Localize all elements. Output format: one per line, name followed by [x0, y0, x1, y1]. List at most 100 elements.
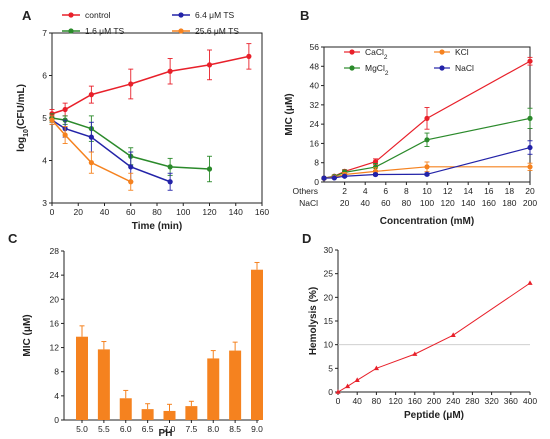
panel-a-data-point [62, 132, 68, 138]
panel-a-legend-marker [68, 28, 74, 34]
panel-d-data-point [450, 332, 456, 337]
panel-b-x-tick-label: 20 [340, 198, 350, 208]
panel-b-y-axis-title: MIC (μM) [284, 93, 295, 135]
panel-a-series-line [51, 119, 132, 183]
panel-b-y-tick-label: 32 [310, 100, 320, 110]
panel-a-legend-label: control [85, 10, 111, 20]
panel-b-x-tick-label: 60 [381, 198, 391, 208]
panel-d-x-tick-label: 320 [485, 396, 499, 406]
panel-a-data-point [246, 53, 252, 59]
panel-a-data-point [88, 92, 94, 98]
panel-d-y-tick-label: 20 [324, 292, 334, 302]
panel-b-x-tick-label: 2 [342, 186, 347, 196]
panel-b-x-row-label: NaCl [299, 198, 318, 208]
panel-a-y-tick-label: 6 [42, 71, 47, 81]
panel-a-y-tick-label: 7 [42, 28, 47, 38]
panel-b-x-tick-label: 14 [463, 186, 473, 196]
panel-a-data-point [128, 81, 134, 87]
panel-a-y-axis-title: log10(CFU/mL) [16, 84, 30, 152]
panel-c-bar [229, 350, 242, 420]
panel-a-x-tick-label: 80 [152, 207, 162, 217]
panel-c-x-tick-label: 9.0 [251, 424, 263, 434]
panel-d-x-tick-label: 160 [408, 396, 422, 406]
panel-b-x-tick-label: 200 [523, 198, 537, 208]
panel-a-x-tick-label: 100 [176, 207, 190, 217]
panel-a-legend-label: 25.6 μM TS [195, 26, 239, 36]
panel-d-x-tick-label: 400 [523, 396, 537, 406]
panel-c-y-tick-label: 4 [54, 391, 59, 401]
panel-d-x-tick-label: 200 [427, 396, 441, 406]
panel-d-y-tick-label: 30 [324, 245, 334, 255]
panel-b-y-tick-label: 16 [310, 138, 320, 148]
panel-c-y-tick-label: 0 [54, 415, 59, 425]
panel-c-bar [163, 410, 176, 420]
panel-b-legend-label: CaCl2 [365, 47, 388, 61]
panel-a-label: A [22, 8, 32, 23]
panel-b-x-tick-label: 10 [422, 186, 432, 196]
panel-b-x-tick-label: 12 [443, 186, 453, 196]
panel-b-y-tick-label: 40 [310, 81, 320, 91]
panel-a-x-tick-label: 60 [126, 207, 136, 217]
panel-a-data-point [128, 179, 134, 185]
panel-a-data-point [167, 68, 173, 74]
panel-a-data-point [49, 117, 55, 123]
panel-c-x-axis-title: PH [159, 428, 173, 439]
panel-b-data-point [527, 115, 533, 121]
panel-c-y-tick-label: 20 [50, 294, 60, 304]
panel-b-data-point [331, 175, 337, 181]
panel-b-x-tick-label: 16 [484, 186, 494, 196]
panel-b-y-tick-label: 48 [310, 61, 320, 71]
panel-b-y-tick-label: 24 [310, 119, 320, 129]
panel-d-data-point [373, 365, 379, 371]
panel-a-data-point [206, 62, 213, 68]
panel-d-data-point [527, 280, 533, 285]
panel-c-bar [185, 406, 198, 420]
panel-a-y-tick-label: 5 [42, 113, 47, 123]
panel-a-data-point [62, 106, 68, 113]
panel-b-x-tick-label: 120 [441, 198, 455, 208]
panel-d-series-line [337, 282, 531, 393]
panel-c-bar [97, 349, 110, 420]
panel-c-x-tick-label: 5.5 [98, 424, 110, 434]
panel-b-data-point [424, 137, 430, 143]
panel-a-x-tick-label: 120 [202, 207, 216, 217]
panel-b-x-tick-label: 8 [404, 186, 409, 196]
panel-d-y-tick-label: 25 [324, 269, 334, 279]
panel-d-x-tick-label: 40 [352, 396, 362, 406]
panel-d-data-point [412, 351, 418, 356]
panel-c-bar [76, 336, 88, 420]
panel-b-data-point [372, 164, 379, 170]
panel-b-legend-label: NaCl [455, 63, 474, 73]
panel-b-x-tick-label: 80 [402, 198, 412, 208]
panel-c-x-tick-label: 8.0 [207, 424, 219, 434]
panel-d-data-point [345, 383, 351, 389]
panel-d-x-tick-label: 120 [389, 396, 403, 406]
panel-d-y-axis-title: Hemolysis (%) [308, 287, 319, 355]
panel-d-x-axis-title: Peptide (μM) [404, 410, 464, 421]
panel-a-legend-marker [68, 12, 74, 18]
panel-b-x-tick-label: 18 [505, 186, 515, 196]
panel-b-x-tick-label: 40 [360, 198, 370, 208]
panel-d-x-tick-label: 80 [372, 396, 382, 406]
panel-b-legend-label: MgCl2 [365, 63, 389, 77]
panel-d-x-tick-label: 0 [336, 396, 341, 406]
panel-b-x-row-label: Others [292, 186, 318, 196]
panel-a-data-point [167, 164, 173, 170]
panel-c-x-tick-label: 7.5 [185, 424, 197, 434]
panel-c-x-tick-label: 5.0 [76, 424, 88, 434]
panel-b-x-tick-label: 180 [502, 198, 516, 208]
panel-c-y-tick-label: 8 [54, 367, 59, 377]
panel-b-data-point [424, 164, 430, 170]
panel-b-legend-label: KCl [455, 47, 469, 57]
panel-c-y-tick-label: 28 [50, 246, 60, 256]
panel-b-label: B [300, 8, 309, 23]
panel-b-x-tick-label: 6 [383, 186, 388, 196]
panel-a-legend-marker [178, 12, 184, 18]
panel-c-x-tick-label: 6.5 [142, 424, 154, 434]
panel-b-data-point [424, 115, 430, 121]
panel-b-x-tick-label: 4 [363, 186, 368, 196]
panel-b-data-point [527, 164, 533, 170]
panel-a-data-point [128, 164, 134, 170]
panel-b-x-tick-label: 100 [420, 198, 434, 208]
